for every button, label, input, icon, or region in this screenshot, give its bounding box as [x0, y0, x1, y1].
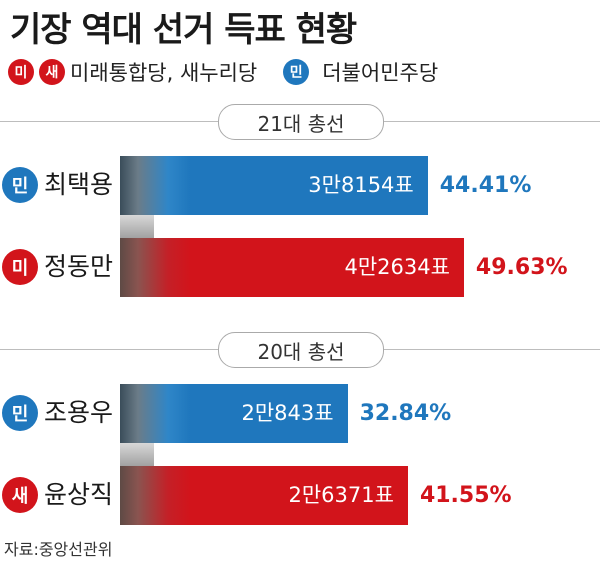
vote-percent-label: 49.63% — [475, 255, 568, 280]
candidate-name: 윤상직 — [44, 480, 114, 509]
legend-badge-min: 민 — [283, 59, 310, 85]
legend: 미 새 미래통합당, 새누리당 민 더불어민주당 — [8, 58, 438, 86]
vote-bar: 3만8154표 — [120, 156, 428, 215]
chart-title: 기장 역대 선거 득표 현황 — [10, 10, 357, 50]
section-label: 20대 총선 — [218, 332, 384, 368]
candidate-name: 조용우 — [44, 398, 114, 427]
section-label: 21대 총선 — [218, 104, 384, 140]
vote-count-label: 4만2634표 — [344, 255, 450, 279]
vote-bar: 2만6371표 — [120, 466, 408, 525]
vote-percent-label: 41.55% — [419, 483, 512, 508]
candidate-name: 최택용 — [44, 170, 114, 199]
candidate-party-badge: 민 — [2, 395, 38, 431]
vote-bar: 2만843표 — [120, 384, 348, 443]
candidate-party-badge: 민 — [2, 167, 38, 203]
legend-badge-sae: 새 — [39, 59, 65, 85]
vote-count-label: 2만843표 — [241, 401, 334, 425]
source-note: 자료:중앙선관위 — [4, 540, 113, 559]
candidate-party-badge: 새 — [2, 477, 38, 513]
legend-label-united-future: 미래통합당, 새누리당 — [70, 61, 258, 85]
vote-bar: 4만2634표 — [120, 238, 464, 297]
vote-count-label: 3만8154표 — [308, 173, 414, 197]
candidate-name: 정동만 — [44, 252, 114, 281]
bar-connector — [120, 215, 154, 241]
bar-connector — [120, 443, 154, 469]
vote-percent-label: 44.41% — [439, 173, 532, 198]
candidate-party-badge: 미 — [2, 249, 38, 285]
vote-count-label: 2만6371표 — [288, 483, 394, 507]
legend-badge-mi: 미 — [8, 59, 34, 85]
legend-label-democratic: 더불어민주당 — [322, 61, 439, 85]
vote-percent-label: 32.84% — [359, 401, 452, 426]
